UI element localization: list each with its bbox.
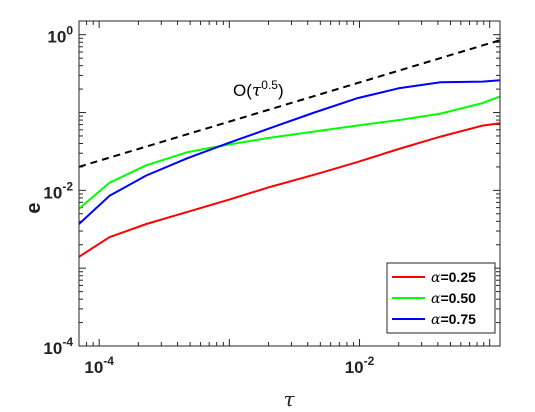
annotation-exponent: 0.5 [261,78,278,92]
tick-marks [78,21,500,347]
annotation-suffix: ) [278,81,284,100]
legend-symbol: α [431,312,441,328]
x-tick-exponent: -4 [103,354,114,368]
y-axis-label: e [23,202,45,213]
legend-items: α=0.25α=0.50α=0.75 [392,269,476,328]
plot-frame [78,20,501,347]
x-tick-base: 10 [84,358,103,377]
x-tick-label: 10-4 [84,354,114,377]
series-line [78,95,501,210]
legend-symbol: α [431,291,441,307]
y-tick-exponent: -4 [62,335,73,349]
y-tick-base: 10 [43,183,62,202]
legend-symbol: α [431,270,441,286]
y-tick-exponent: -2 [62,179,73,193]
y-tick-label: 10-2 [43,179,73,202]
x-tick-exponent: -2 [364,354,375,368]
y-tick-exponent: 0 [66,24,73,38]
y-tick-base: 10 [43,339,62,358]
annotation-symbol: τ [252,81,262,101]
legend-label: α=0.75 [431,311,476,328]
legend-value: =0.75 [440,311,476,327]
x-tick-base: 10 [345,358,364,377]
series-line [78,79,501,225]
annotation-prefix: O( [233,81,252,100]
reference-line [78,39,501,168]
legend-value: =0.50 [440,290,476,306]
legend-label: α=0.25 [431,269,476,286]
data-lines [78,39,501,258]
y-tick-label: 10-4 [43,335,73,358]
series-line [78,122,501,258]
x-axis-label: τ [283,387,295,411]
legend-label: α=0.50 [431,290,476,307]
x-tick-label: 10-2 [345,354,375,377]
y-tick-base: 10 [47,28,66,47]
legend-value: =0.25 [440,269,476,285]
y-tick-label: 100 [47,24,73,47]
legend: α=0.25α=0.50α=0.75 [386,262,496,334]
reference-line-annotation: O(τ0.5) [233,78,284,101]
